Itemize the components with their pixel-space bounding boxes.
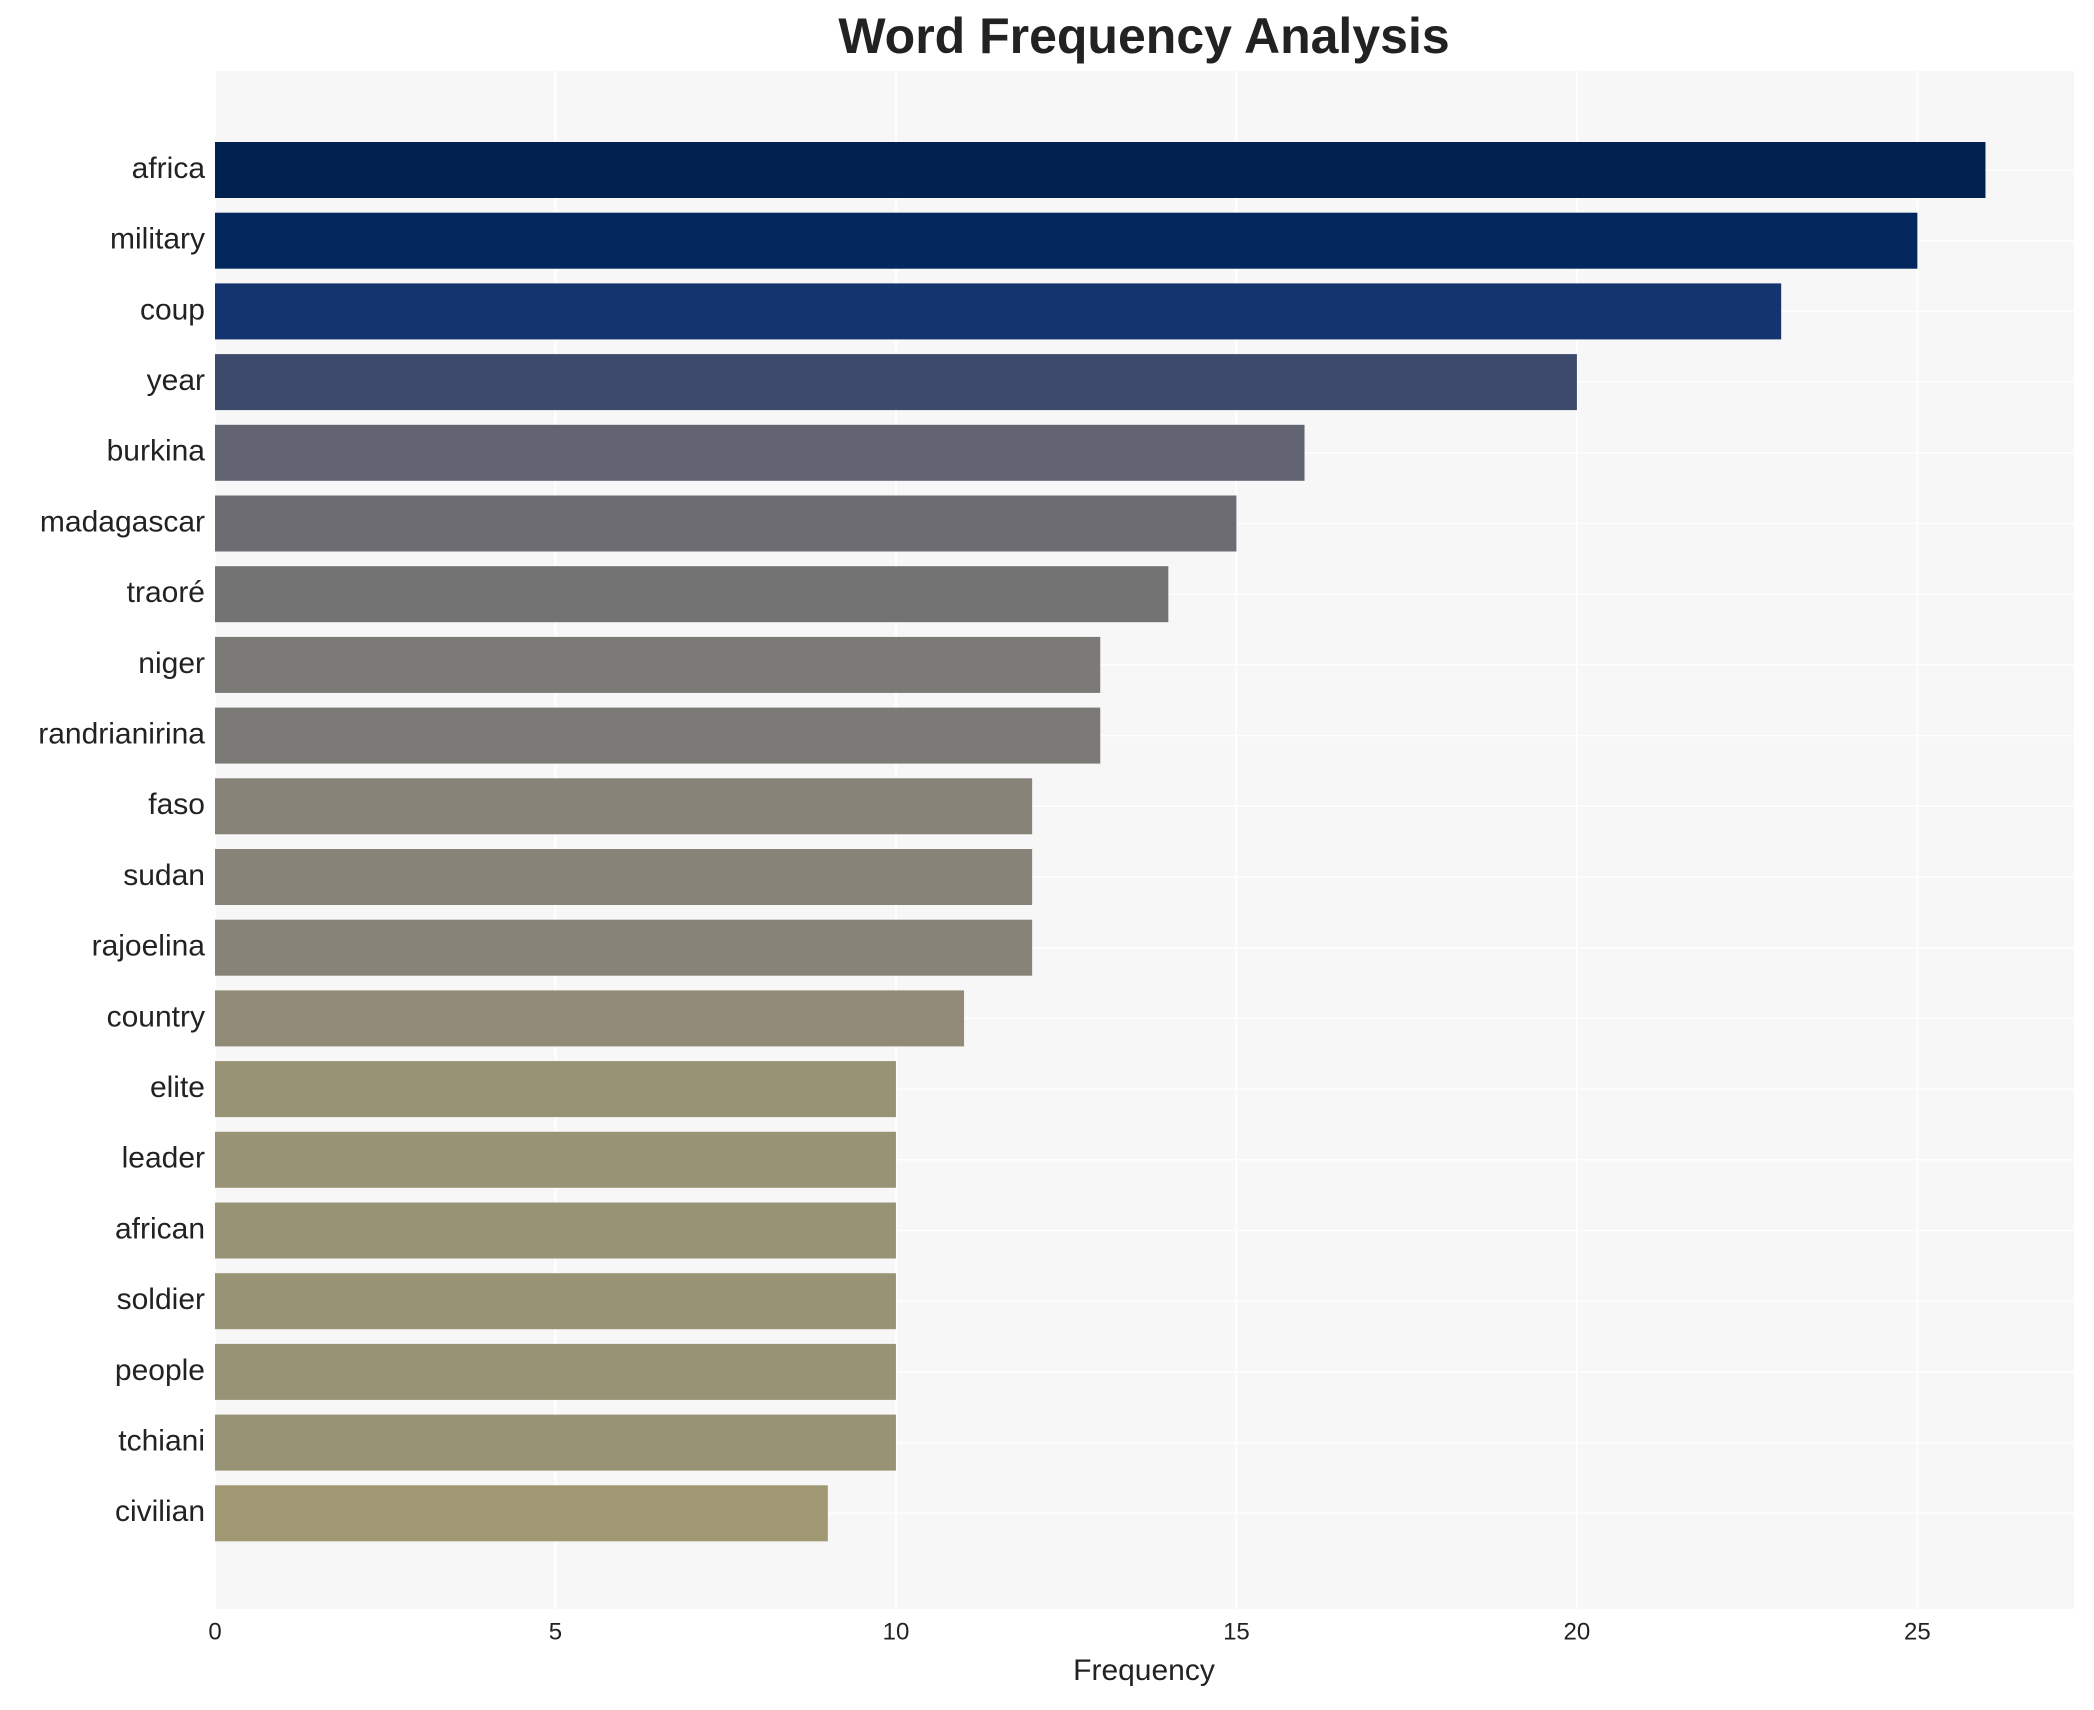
bar xyxy=(215,1061,896,1118)
bar xyxy=(215,1485,828,1542)
bar xyxy=(215,1273,896,1330)
bar xyxy=(215,1343,896,1400)
bar xyxy=(215,707,1101,764)
y-tick-label: elite xyxy=(150,1071,205,1104)
x-tick-label: 20 xyxy=(1564,1618,1591,1645)
bar xyxy=(215,990,965,1047)
y-tick-label: tchiani xyxy=(118,1425,205,1458)
bar xyxy=(215,283,1782,340)
y-tick-label: soldier xyxy=(117,1283,205,1316)
y-tick-label: african xyxy=(115,1212,205,1245)
y-tick-label: year xyxy=(147,364,205,397)
y-tick-label: coup xyxy=(140,293,205,326)
y-tick-label: rajoelina xyxy=(92,930,206,963)
bar xyxy=(215,849,1033,905)
bar xyxy=(215,354,1577,411)
y-tick-label: madagascar xyxy=(40,505,205,538)
bar xyxy=(215,919,1033,976)
y-tick-label: civilian xyxy=(115,1495,205,1528)
x-tick-label: 15 xyxy=(1223,1618,1250,1645)
x-axis-title: Frequency xyxy=(1073,1654,1215,1687)
x-tick-label: 0 xyxy=(208,1618,221,1645)
y-tick-label: faso xyxy=(148,788,205,821)
y-tick-label: burkina xyxy=(107,435,206,468)
x-tick-label: 10 xyxy=(883,1618,910,1645)
y-tick-label: people xyxy=(115,1354,205,1387)
bar xyxy=(215,212,1918,269)
bar xyxy=(215,1202,896,1259)
bar xyxy=(215,424,1305,481)
bar xyxy=(215,636,1101,693)
y-tick-label: leader xyxy=(122,1142,205,1175)
bar xyxy=(215,142,1986,198)
x-tick-label: 25 xyxy=(1904,1618,1931,1645)
y-tick-label: sudan xyxy=(123,859,205,892)
y-tick-label: traoré xyxy=(127,576,205,609)
y-tick-label: africa xyxy=(132,152,206,185)
y-tick-label: niger xyxy=(138,647,205,680)
chart-title: Word Frequency Analysis xyxy=(838,8,1449,64)
y-tick-label: country xyxy=(107,1000,205,1033)
y-tick-label: randrianirina xyxy=(38,718,205,751)
bar xyxy=(215,1414,896,1471)
bar xyxy=(215,778,1033,835)
bar xyxy=(215,1131,896,1188)
y-tick-label: military xyxy=(110,223,205,256)
bar xyxy=(215,495,1237,552)
bar xyxy=(215,566,1169,623)
x-tick-label: 5 xyxy=(549,1618,562,1645)
